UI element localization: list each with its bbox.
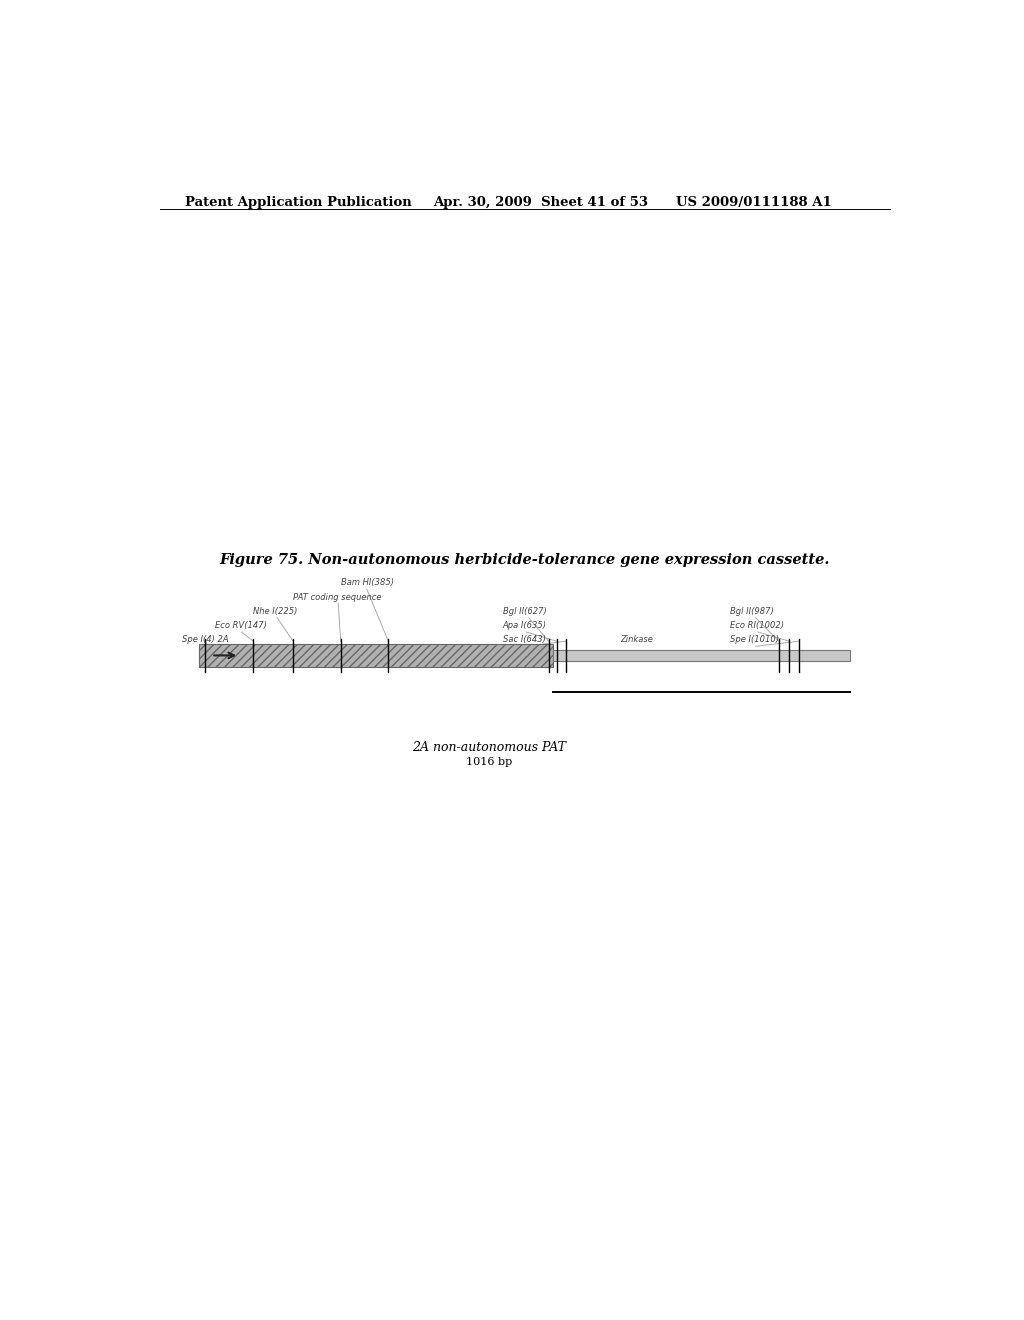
Text: Bgl II(627): Bgl II(627) bbox=[503, 607, 547, 615]
Text: Bgl II(987): Bgl II(987) bbox=[729, 607, 773, 615]
Text: PAT coding sequence: PAT coding sequence bbox=[293, 593, 382, 602]
Text: Zinkase: Zinkase bbox=[620, 635, 653, 644]
Text: Apa I(635): Apa I(635) bbox=[503, 620, 547, 630]
Text: Eco RI(1002): Eco RI(1002) bbox=[729, 620, 783, 630]
Text: 1016 bp: 1016 bp bbox=[466, 758, 512, 767]
Text: Spe I(1010): Spe I(1010) bbox=[729, 635, 778, 644]
Text: Eco RV(147): Eco RV(147) bbox=[215, 620, 267, 630]
Text: 2A non-autonomous PAT: 2A non-autonomous PAT bbox=[412, 742, 566, 755]
Text: Figure 75. Non-autonomous herbicide-tolerance gene expression cassette.: Figure 75. Non-autonomous herbicide-tole… bbox=[219, 553, 830, 566]
Text: Spe I(4) 2A: Spe I(4) 2A bbox=[182, 635, 228, 644]
Bar bbox=[200, 644, 553, 667]
Text: Sac I(643): Sac I(643) bbox=[503, 635, 546, 644]
Text: Bam HI(385): Bam HI(385) bbox=[341, 578, 393, 587]
Text: Patent Application Publication: Patent Application Publication bbox=[185, 195, 412, 209]
Text: US 2009/0111188 A1: US 2009/0111188 A1 bbox=[676, 195, 831, 209]
Text: Nhe I(225): Nhe I(225) bbox=[253, 607, 298, 615]
Text: Apr. 30, 2009  Sheet 41 of 53: Apr. 30, 2009 Sheet 41 of 53 bbox=[433, 195, 648, 209]
Bar bbox=[553, 649, 850, 661]
